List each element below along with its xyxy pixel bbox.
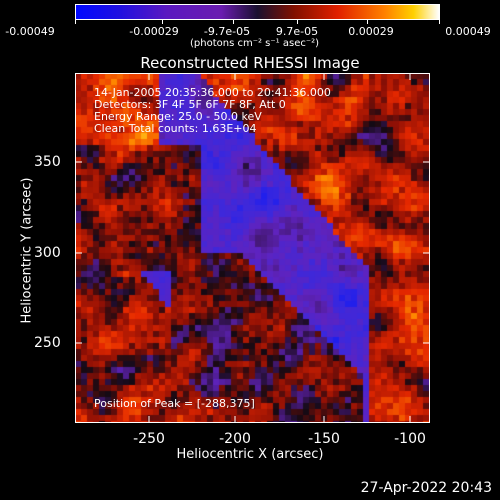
- x-tick-label: -250: [133, 431, 165, 447]
- x-tick-label: -150: [308, 431, 340, 447]
- colorbar-tick-mark: [297, 20, 298, 24]
- detectors-text: Detectors: 3F 4F 5F 6F 7F 8F, Att 0: [94, 98, 286, 111]
- footer-date: 27-Apr-2022 20:43: [360, 480, 492, 496]
- time-range-text: 14-Jan-2005 20:35:36.000 to 20:41:36.000: [94, 86, 331, 99]
- plot-title: Reconstructed RHESSI Image: [140, 54, 360, 72]
- y-tick-label: 250: [34, 335, 61, 351]
- y-axis-label: Heliocentric Y (arcsec): [19, 177, 35, 324]
- colorbar-tick-mark: [162, 20, 163, 24]
- colorbar-tick-label: 0.00049: [445, 25, 491, 38]
- y-tick-label: 300: [34, 245, 61, 261]
- x-axis-label: Heliocentric X (arcsec): [176, 447, 324, 462]
- colorbar-tick-mark: [75, 20, 76, 24]
- colorbar-units: (photons cm⁻² s⁻¹ asec⁻²): [190, 38, 320, 49]
- rhessi-image[interactable]: [75, 73, 430, 423]
- x-tick-label: -200: [219, 431, 251, 447]
- colorbar-tick-label: -0.00049: [5, 25, 55, 38]
- y-tick-label: 350: [34, 154, 61, 170]
- colorbar-tick-label: -0.00029: [129, 25, 179, 38]
- colorbar-tick-mark: [439, 20, 440, 24]
- clean-counts-text: Clean Total counts: 1.63E+04: [94, 122, 257, 135]
- colorbar-tick-label: 0.00029: [348, 25, 394, 38]
- energy-range-text: Energy Range: 25.0 - 50.0 keV: [94, 110, 262, 123]
- colorbar-tick-mark: [367, 20, 368, 24]
- color-bar: [75, 4, 440, 20]
- x-tick-label: -100: [394, 431, 426, 447]
- axis-ticks: [75, 73, 430, 423]
- peak-position-text: Position of Peak = [-288,375]: [94, 397, 255, 410]
- colorbar-tick-mark: [233, 20, 234, 24]
- colorbar-tick-label: -9.7e-05: [203, 25, 251, 38]
- colorbar-tick-label: 9.7e-05: [275, 25, 319, 38]
